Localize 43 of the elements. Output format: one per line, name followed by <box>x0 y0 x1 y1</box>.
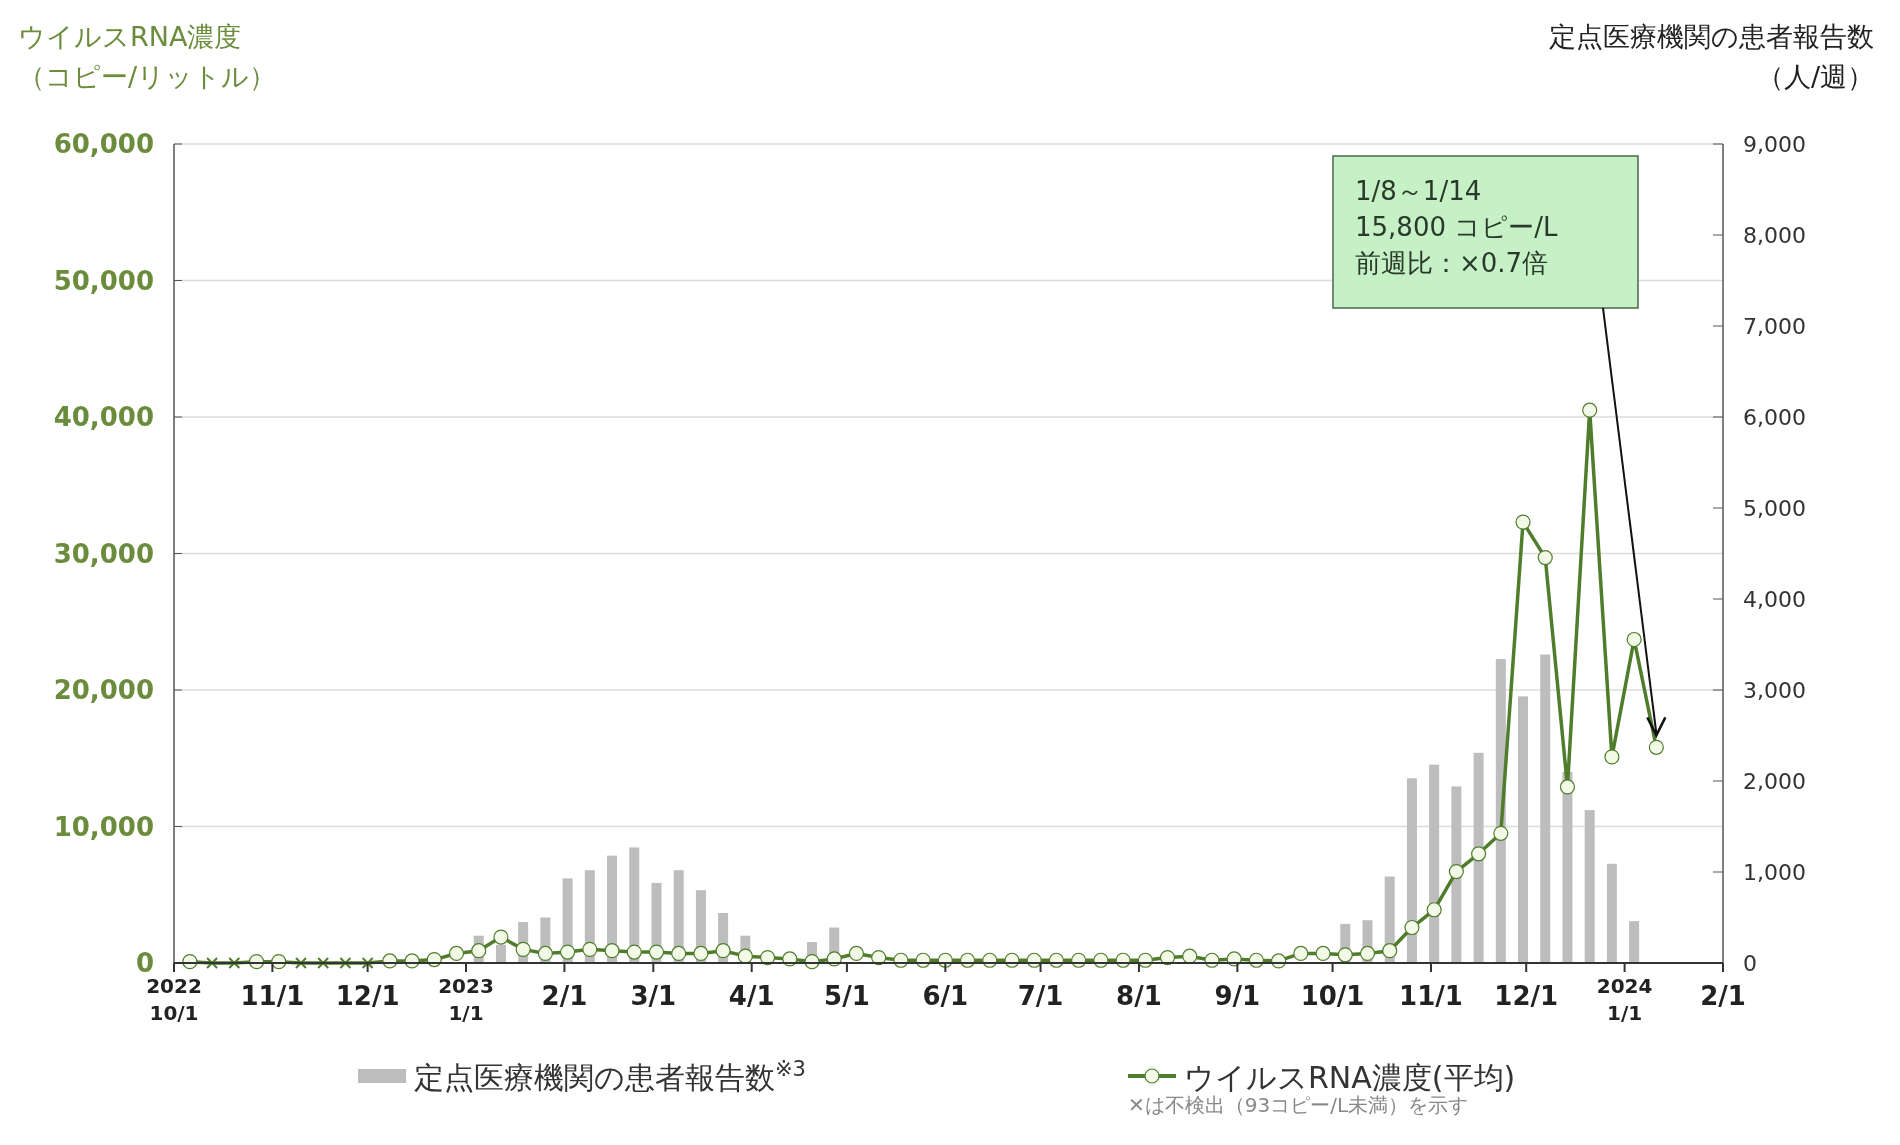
x-tick-label: 8/1 <box>1116 981 1162 1011</box>
x-tick-label: 9/1 <box>1214 981 1261 1011</box>
x-tick-label: 5/1 <box>824 981 870 1011</box>
y2-tick-label: 8,000 <box>1743 222 1806 248</box>
annotation: 1/8～1/14 15,800 コピー/L 前週比：×0.7倍 <box>1355 176 1558 278</box>
x-tick-label: 11/1 <box>1399 981 1463 1011</box>
x-tick-label: 4/1 <box>728 981 775 1011</box>
y-tick-label: 60,000 <box>53 129 154 160</box>
bar <box>1540 654 1551 963</box>
y-tick-label: 50,000 <box>53 265 154 296</box>
x-tick-label: 2/1 <box>541 981 588 1011</box>
bar <box>1518 696 1529 963</box>
y-tick-label: 40,000 <box>53 402 154 433</box>
y2-tick-label: 0 <box>1743 950 1757 976</box>
y-tick-label: 20,000 <box>53 675 154 706</box>
x-tick-label: 12/1 <box>335 981 400 1011</box>
y2-tick-label: 3,000 <box>1743 677 1806 703</box>
x-tick-label: 2/1 <box>1700 981 1746 1011</box>
x-tick-label: 6/1 <box>922 981 969 1011</box>
x-tick-label: 10/1 <box>1300 981 1365 1011</box>
legend-label: ウイルスRNA濃度(平均) <box>1184 1060 1516 1095</box>
x-tick-label: 7/1 <box>1017 981 1064 1011</box>
bar <box>1629 921 1640 963</box>
y2-tick-label: 9,000 <box>1743 131 1806 157</box>
y2-tick-label: 4,000 <box>1743 586 1806 612</box>
text: ✕は不検出（93コピー/L未満）を示す <box>1128 1093 1469 1117</box>
y2-tick-label: 6,000 <box>1743 404 1806 430</box>
y2-tick-label: 5,000 <box>1743 495 1806 521</box>
y2-tick-label: 7,000 <box>1743 313 1806 339</box>
y-tick-label: 30,000 <box>53 538 154 569</box>
y2-tick-label: 1,000 <box>1743 859 1806 885</box>
bar <box>1584 810 1595 963</box>
legend-label: 定点医療機関の患者報告数$^{※3}$ <box>414 1057 806 1095</box>
x-tick-label: 2023 1/1 <box>438 974 494 1025</box>
x-tick-label: 12/1 <box>1494 981 1559 1011</box>
y-tick-label: 10,000 <box>53 811 154 842</box>
bar <box>1606 863 1617 963</box>
y2-tick-label: 2,000 <box>1743 768 1806 794</box>
x-tick-label: 11/1 <box>240 981 305 1011</box>
y-axis-title: ウイルスRNA濃度（コピー/リットル） <box>18 21 277 92</box>
x-tick-label: 3/1 <box>630 981 677 1011</box>
y2-axis-title: 定点医療機関の患者報告数（人/週） <box>1549 21 1874 92</box>
x-tick-label: 2024 1/1 <box>1596 974 1653 1025</box>
